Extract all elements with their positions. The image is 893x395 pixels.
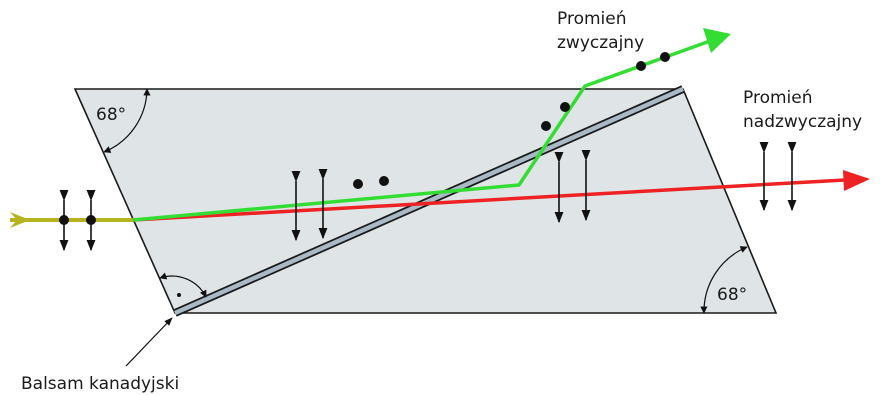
incident-ray-arrowhead bbox=[10, 212, 30, 228]
angle-label-bottom-right: 68° bbox=[717, 285, 747, 305]
polarization-dot bbox=[86, 215, 96, 225]
ordinary-ray-arrowhead bbox=[703, 28, 731, 53]
polarization-dot bbox=[59, 215, 69, 225]
right-angle-arc bbox=[159, 272, 207, 298]
balsam-label: Balsam kanadyjski bbox=[21, 374, 179, 394]
ordinary-ray-label-line1: Promień bbox=[557, 9, 627, 29]
polarization-dot bbox=[379, 176, 389, 186]
polarization-dot bbox=[660, 52, 670, 62]
extraordinary-ray-label-line1: Promień bbox=[743, 88, 813, 108]
extraordinary-ray-label-line2: nadzwyczajny bbox=[743, 112, 862, 132]
polarization-dot bbox=[560, 102, 570, 112]
polarization-dot bbox=[636, 61, 646, 71]
polarization-dot bbox=[541, 121, 551, 131]
balsam-pointer-line bbox=[125, 317, 173, 367]
ordinary-ray-label-line2: zwyczajny bbox=[557, 33, 644, 53]
angle-arc-bottom-right bbox=[700, 246, 748, 314]
right-angle-dot bbox=[177, 293, 181, 297]
polarization-dots bbox=[59, 52, 670, 225]
extraordinary-ray-arrowhead bbox=[843, 170, 870, 191]
angle-arc-top-left bbox=[103, 88, 151, 153]
extraordinary-ray bbox=[132, 178, 846, 222]
balsam-layer bbox=[173, 85, 685, 317]
polarization-dot bbox=[353, 179, 363, 189]
angle-label-top-left: 68° bbox=[96, 105, 126, 125]
